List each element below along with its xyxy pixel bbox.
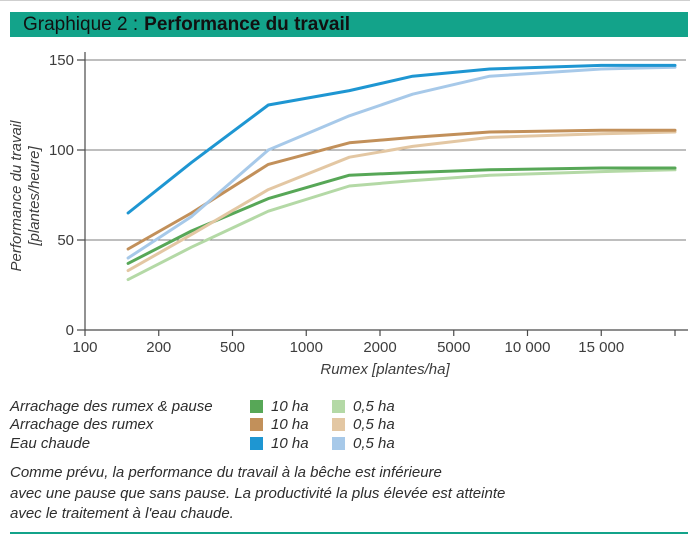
caption-line: avec une pause que sans pause. La produc… (10, 484, 506, 502)
legend-size-label: 0,5 ha (353, 434, 395, 452)
swatch-pause-05ha (332, 399, 345, 413)
y-tick-label: 150 (49, 52, 74, 69)
caption-line: avec le traitement à l'eau chaude. (10, 505, 234, 522)
legend-label: Eau chaude (10, 434, 91, 452)
legend-size-label: 0,5 ha (353, 416, 395, 434)
legend-label: Arrachage des rumex & pause (10, 397, 213, 415)
swatch-pause-10ha (250, 399, 263, 413)
y-tick-label: 50 (57, 232, 74, 249)
series-line (126, 168, 677, 282)
y-axis-title-line1: Performance du travail (8, 120, 25, 272)
series-line (126, 130, 677, 273)
x-tick-label: 100 (72, 339, 97, 356)
legend-row-eau-chaude: Eau chaude 10 ha 0,5 ha (10, 434, 411, 453)
swatch-arrachage-10ha (250, 418, 263, 432)
x-tick-label: 10 000 (505, 339, 551, 356)
x-tick-label: 5000 (437, 339, 470, 356)
bottom-divider (10, 532, 688, 534)
caption-line: Comme prévu, la performance du travail à… (10, 464, 442, 481)
top-divider (0, 0, 690, 1)
legend-size-label: 10 ha (271, 416, 309, 434)
figure-title: Performance du travail (144, 13, 351, 35)
legend-size-label: 10 ha (271, 397, 309, 415)
legend-size-label: 0,5 ha (353, 397, 395, 415)
line-chart: 0 50 100 150 100 200 500 1000 2000 5000 10 000 15 0… (8, 52, 688, 378)
x-tick-label: 2000 (363, 339, 396, 356)
legend-row-pause: Arrachage des rumex & pause 10 ha 0,5 ha (10, 397, 411, 416)
x-tick-label: 1000 (290, 339, 323, 356)
chart-legend: Arrachage des rumex & pause 10 ha 0,5 ha… (10, 397, 411, 453)
x-axis-title: Rumex [plantes/ha] (320, 361, 450, 378)
swatch-eau-chaude-10ha (250, 436, 263, 450)
y-tick-label: 100 (49, 142, 74, 159)
swatch-eau-chaude-05ha (332, 436, 345, 450)
y-axis-title-line2: [plantes/heure] (26, 146, 43, 247)
legend-size-label: 10 ha (271, 434, 309, 452)
figure-number: Graphique 2 : (23, 13, 139, 35)
y-tick-label: 0 (66, 322, 74, 339)
x-tick-label: 500 (220, 339, 245, 356)
legend-label: Arrachage des rumex (10, 416, 154, 434)
legend-row-arrachage: Arrachage des rumex 10 ha 0,5 ha (10, 416, 411, 435)
figure-header: Graphique 2 : Performance du travail (10, 12, 688, 37)
series-line (126, 65, 677, 260)
figure-caption: Comme prévu, la performance du travail à… (10, 463, 505, 525)
swatch-arrachage-05ha (332, 418, 345, 432)
x-tick-label: 200 (146, 339, 171, 356)
x-tick-label: 15 000 (578, 339, 624, 356)
series-line (126, 63, 677, 215)
